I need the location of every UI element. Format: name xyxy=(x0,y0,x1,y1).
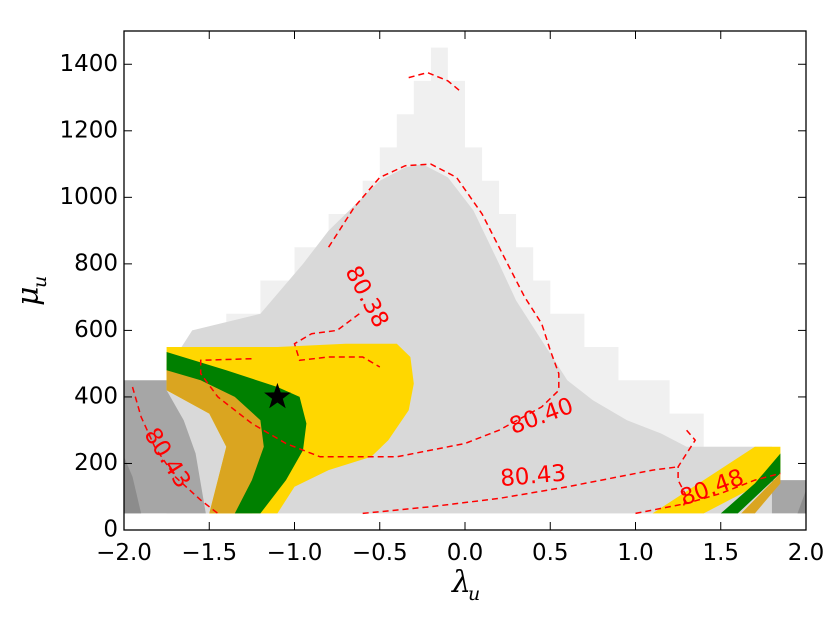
darker-region xyxy=(124,456,142,514)
contour-line xyxy=(677,429,697,507)
y-tick-label: 400 xyxy=(74,383,118,409)
x-tick-label: 2.0 xyxy=(788,540,825,566)
orange-region-right xyxy=(741,473,781,514)
x-tick-label: −1.0 xyxy=(267,540,323,566)
contour-line xyxy=(635,472,781,515)
contour-line xyxy=(131,386,219,514)
green-region xyxy=(166,352,307,514)
contour-line xyxy=(293,313,381,368)
y-tick-label: 600 xyxy=(74,317,118,343)
y-axis-symbol: μ xyxy=(11,287,46,307)
yellow-region-right xyxy=(652,446,781,514)
y-tick-label: 800 xyxy=(74,250,118,276)
darker-region-right xyxy=(797,490,806,514)
x-tick-label: 0.5 xyxy=(532,540,569,566)
contour-line xyxy=(408,71,461,92)
y-axis-label: μ u xyxy=(11,276,51,306)
contour-line xyxy=(199,163,560,458)
dark-region xyxy=(124,380,206,514)
x-axis-symbol: λ xyxy=(451,565,471,600)
green-region-right xyxy=(720,453,781,514)
best-fit-star-marker xyxy=(264,382,291,409)
y-axis-subscript: u xyxy=(29,276,51,288)
y-tick-label: 1400 xyxy=(59,51,118,77)
y-tick-label: 1000 xyxy=(59,184,118,210)
x-axis-ticks: −2.0 −1.5 −1.0 −0.5 0.0 0.5 1.0 1.5 2.0 xyxy=(96,31,824,566)
x-tick-label: 0.0 xyxy=(447,540,484,566)
x-tick-label: −0.5 xyxy=(352,540,408,566)
x-tick-label: 1.0 xyxy=(617,540,654,566)
x-tick-label: −1.5 xyxy=(181,540,237,566)
y-tick-label: 1200 xyxy=(59,117,118,143)
x-tick-label: −2.0 xyxy=(96,540,152,566)
contour-label: 80.43 xyxy=(499,460,567,492)
y-tick-label: 0 xyxy=(103,517,118,543)
dark-region-right xyxy=(771,480,806,514)
x-axis-subscript: u xyxy=(468,583,480,605)
x-tick-label: 1.5 xyxy=(702,540,739,566)
contour-line xyxy=(362,466,679,515)
x-axis-label: λ u xyxy=(451,565,480,605)
y-tick-label: 200 xyxy=(74,450,118,476)
y-axis-ticks: 0 200 400 600 800 1000 1200 1400 xyxy=(59,51,806,543)
